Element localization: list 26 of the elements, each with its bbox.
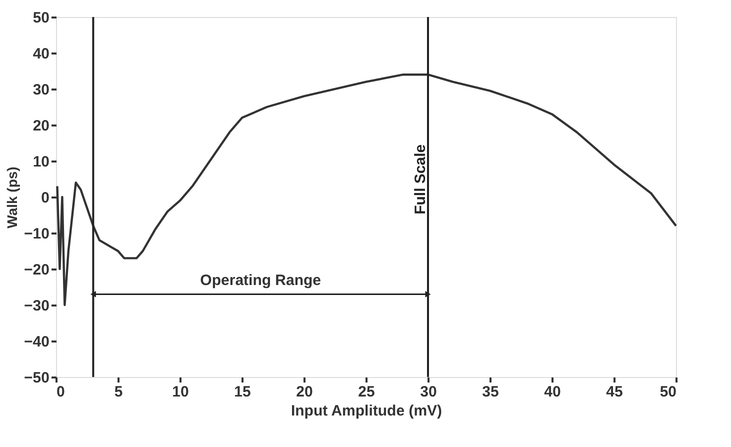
y-tick-label: 40 — [32, 46, 50, 62]
y-tick-label: −50 — [24, 370, 50, 386]
y-tick-label: −20 — [24, 262, 50, 278]
y-tick-label: 20 — [32, 118, 50, 134]
x-tick-label: 35 — [482, 384, 499, 400]
x-tick-label: 50 — [660, 384, 676, 400]
y-tick-label: 0 — [41, 190, 50, 206]
y-tick-label: 10 — [32, 154, 50, 170]
y-tick-label: −10 — [24, 226, 50, 242]
x-tick-label: 15 — [234, 384, 251, 400]
y-axis-title: Walk (ps) — [4, 166, 20, 228]
x-tick-label: 25 — [358, 384, 375, 400]
x-tick-label: 10 — [172, 384, 189, 400]
x-tick-label: 5 — [114, 384, 123, 400]
x-tick-label: 40 — [544, 384, 561, 400]
y-tick-label: 30 — [32, 82, 50, 98]
annotation: Operating Range — [200, 272, 322, 290]
x-tick-label: 30 — [420, 384, 437, 400]
y-tick-label: 50 — [32, 10, 50, 26]
x-tick-label: 0 — [56, 384, 65, 400]
y-tick-label: −30 — [24, 298, 50, 314]
x-axis-title: Input Amplitude (mV) — [290, 402, 442, 420]
x-tick-label: 45 — [606, 384, 623, 400]
x-tick-label: 20 — [296, 384, 313, 400]
y-tick-label: −40 — [24, 334, 50, 350]
ref-line-label: Full Scale — [412, 144, 429, 214]
